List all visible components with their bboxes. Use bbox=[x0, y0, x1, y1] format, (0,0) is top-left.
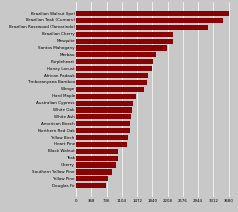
Bar bbox=[76, 169, 112, 174]
Bar bbox=[76, 114, 131, 119]
Bar bbox=[76, 39, 173, 44]
Bar bbox=[76, 73, 148, 78]
Bar bbox=[76, 18, 223, 23]
Bar bbox=[76, 142, 127, 147]
Bar bbox=[76, 80, 147, 85]
Bar bbox=[76, 11, 229, 16]
Bar bbox=[76, 32, 174, 37]
Bar bbox=[76, 149, 118, 154]
Bar bbox=[76, 45, 167, 51]
Bar bbox=[76, 52, 156, 57]
Bar bbox=[76, 176, 109, 181]
Bar bbox=[76, 59, 153, 64]
Bar bbox=[76, 100, 133, 106]
Bar bbox=[76, 94, 136, 99]
Bar bbox=[76, 183, 106, 188]
Bar bbox=[76, 128, 129, 133]
Bar bbox=[76, 121, 130, 126]
Bar bbox=[76, 25, 208, 30]
Bar bbox=[76, 107, 133, 113]
Bar bbox=[76, 135, 128, 140]
Bar bbox=[76, 156, 118, 161]
Bar bbox=[76, 66, 152, 71]
Bar bbox=[76, 87, 144, 92]
Bar bbox=[76, 162, 115, 168]
